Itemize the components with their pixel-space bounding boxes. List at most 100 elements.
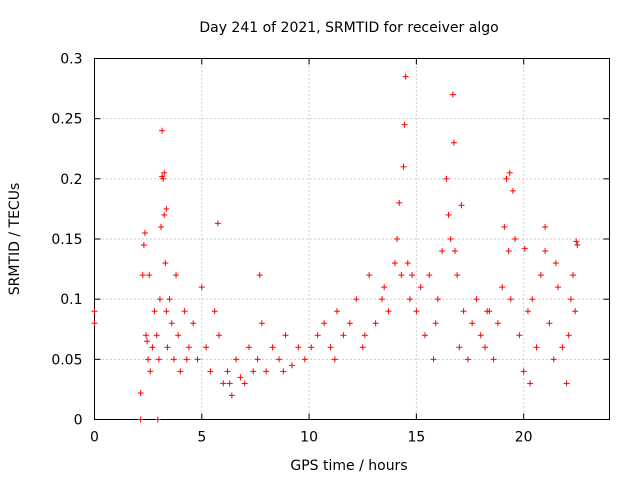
data-point (151, 308, 158, 315)
x-tick-label: 20 (515, 430, 533, 446)
data-point (314, 332, 321, 339)
data-point (164, 344, 171, 351)
data-point (406, 296, 413, 303)
data-point (280, 368, 287, 375)
x-tick-label: 10 (300, 430, 318, 446)
data-point (194, 356, 201, 363)
grid (94, 58, 610, 420)
data-point (91, 308, 98, 315)
data-point (359, 344, 366, 351)
data-point (385, 308, 392, 315)
data-point (550, 356, 557, 363)
data-point (140, 242, 147, 249)
data-point (565, 332, 572, 339)
data-point (146, 272, 153, 279)
data-point (473, 296, 480, 303)
data-point (379, 296, 386, 303)
data-point (559, 344, 566, 351)
data-point (215, 332, 222, 339)
data-point (137, 416, 144, 423)
data-point (276, 356, 283, 363)
data-point (258, 320, 265, 327)
data-point (361, 332, 368, 339)
data-point (346, 320, 353, 327)
data-point (159, 173, 166, 180)
data-point (537, 272, 544, 279)
data-point (161, 211, 168, 218)
data-point (512, 236, 519, 242)
data-point (449, 91, 456, 98)
data-point (154, 416, 161, 423)
data-point (269, 344, 276, 351)
data-point (233, 356, 240, 363)
data-point (501, 223, 508, 230)
data-point (454, 272, 461, 279)
data-point (505, 248, 512, 255)
data-point (162, 260, 169, 267)
data-point (228, 392, 235, 399)
data-point (333, 308, 340, 315)
data-point (450, 139, 457, 146)
data-point (137, 390, 144, 397)
data-point (456, 344, 463, 351)
data-point (263, 368, 270, 375)
data-point (445, 211, 452, 218)
data-point (506, 169, 513, 176)
chart-title: Day 241 of 2021, SRMTID for receiver alg… (199, 20, 498, 36)
y-tick-label: 0.15 (51, 232, 82, 248)
data-point (139, 272, 146, 279)
data-point (183, 356, 190, 363)
data-point (168, 320, 175, 327)
data-point (391, 260, 398, 267)
data-point (250, 368, 257, 375)
data-point (417, 284, 424, 291)
x-tick-label: 15 (407, 430, 425, 446)
data-point (353, 296, 360, 303)
data-point (443, 175, 450, 182)
data-point (458, 202, 465, 209)
data-point (91, 320, 98, 327)
x-tick-label: 0 (90, 430, 99, 446)
data-point (155, 356, 162, 363)
data-point (477, 332, 484, 339)
data-point (527, 380, 534, 387)
x-axis-label: GPS time / hours (290, 458, 407, 474)
y-axis-label: SRMTID / TECUs (7, 183, 23, 296)
data-point (153, 332, 160, 339)
data-point (396, 199, 403, 206)
data-point (331, 356, 338, 363)
data-point (177, 368, 184, 375)
data-point (211, 308, 218, 315)
data-point (185, 344, 192, 351)
data-point (484, 308, 491, 315)
data-point (141, 229, 148, 236)
data-point (432, 320, 439, 327)
data-point (170, 356, 177, 363)
data-point (482, 344, 489, 351)
data-point (398, 272, 405, 279)
data-point (516, 332, 523, 339)
data-point (295, 344, 302, 351)
data-point (426, 272, 433, 279)
data-point (409, 272, 416, 279)
y-tick-label: 0 (74, 413, 83, 429)
data-points (91, 73, 581, 423)
data-point (308, 344, 315, 351)
y-tick-label: 0.3 (60, 52, 82, 68)
data-point (190, 320, 197, 327)
data-point (447, 236, 454, 242)
data-point (288, 362, 295, 369)
data-point (147, 368, 154, 375)
data-point (404, 260, 411, 267)
data-point (327, 344, 334, 351)
data-point (340, 332, 347, 339)
data-point (421, 332, 428, 339)
data-point (256, 272, 263, 279)
data-point (439, 248, 446, 255)
data-point (507, 296, 514, 303)
data-point (521, 245, 528, 252)
y-tick-label: 0.05 (51, 352, 82, 368)
data-point (214, 220, 221, 227)
